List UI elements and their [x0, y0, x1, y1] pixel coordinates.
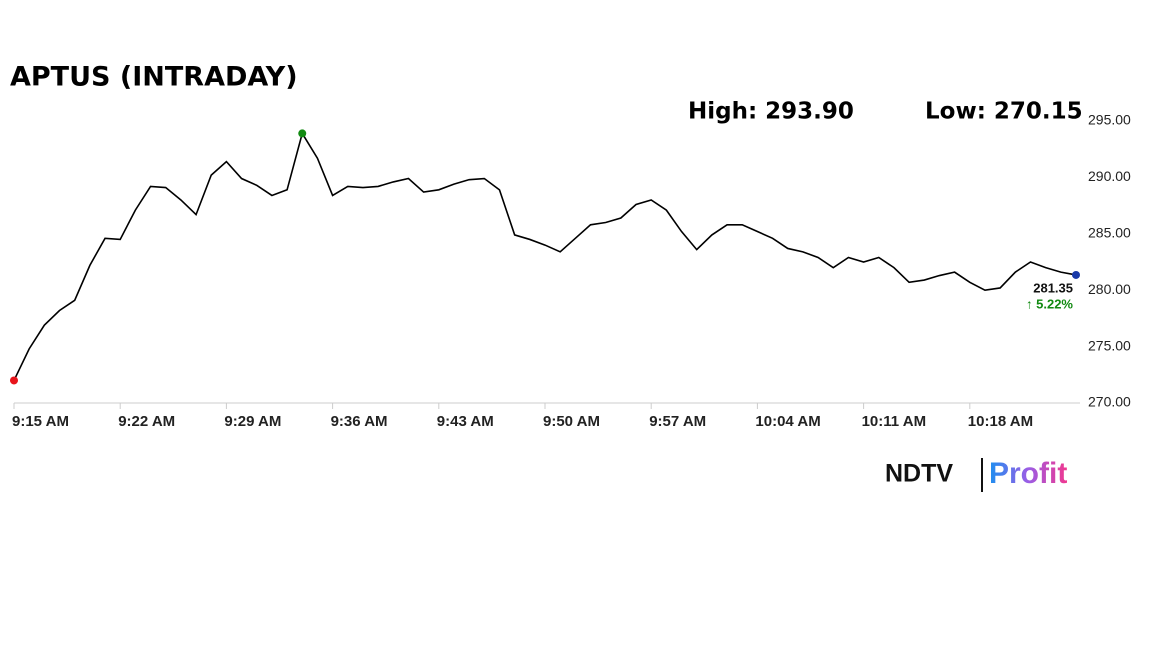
logo-profit: Profit	[989, 457, 1067, 490]
y-tick-label: 275.00	[1088, 337, 1131, 353]
x-tick-label: 9:36 AM	[331, 413, 388, 430]
x-tick-label: 10:18 AM	[968, 413, 1033, 430]
x-tick-label: 9:43 AM	[437, 413, 494, 430]
x-tick-label: 9:15 AM	[12, 413, 69, 430]
high-label: High: 293.90	[688, 99, 854, 125]
low-label: Low: 270.15	[925, 99, 1083, 125]
y-tick-label: 280.00	[1088, 281, 1131, 297]
last-price-label: 281.35	[1033, 280, 1073, 295]
high-marker	[298, 129, 307, 138]
change-label: ↑ 5.22%	[1026, 296, 1073, 311]
y-tick-label: 295.00	[1088, 112, 1131, 128]
y-tick-label: 285.00	[1088, 225, 1131, 241]
x-tick-label: 9:29 AM	[224, 413, 281, 430]
x-tick-label: 9:50 AM	[543, 413, 600, 430]
x-tick-label: 9:57 AM	[649, 413, 706, 430]
start-marker	[10, 376, 18, 385]
x-tick-label: 10:11 AM	[862, 413, 926, 430]
x-tick-label: 10:04 AM	[755, 413, 820, 430]
y-tick-label: 270.00	[1088, 394, 1131, 410]
y-tick-label: 290.00	[1088, 168, 1131, 184]
logo-ndtv: NDTV	[885, 460, 953, 488]
price-line	[13, 131, 1077, 381]
end-marker	[1072, 270, 1080, 279]
x-tick-label: 9:22 AM	[118, 413, 175, 430]
chart-title: APTUS (INTRADAY)	[10, 62, 298, 93]
